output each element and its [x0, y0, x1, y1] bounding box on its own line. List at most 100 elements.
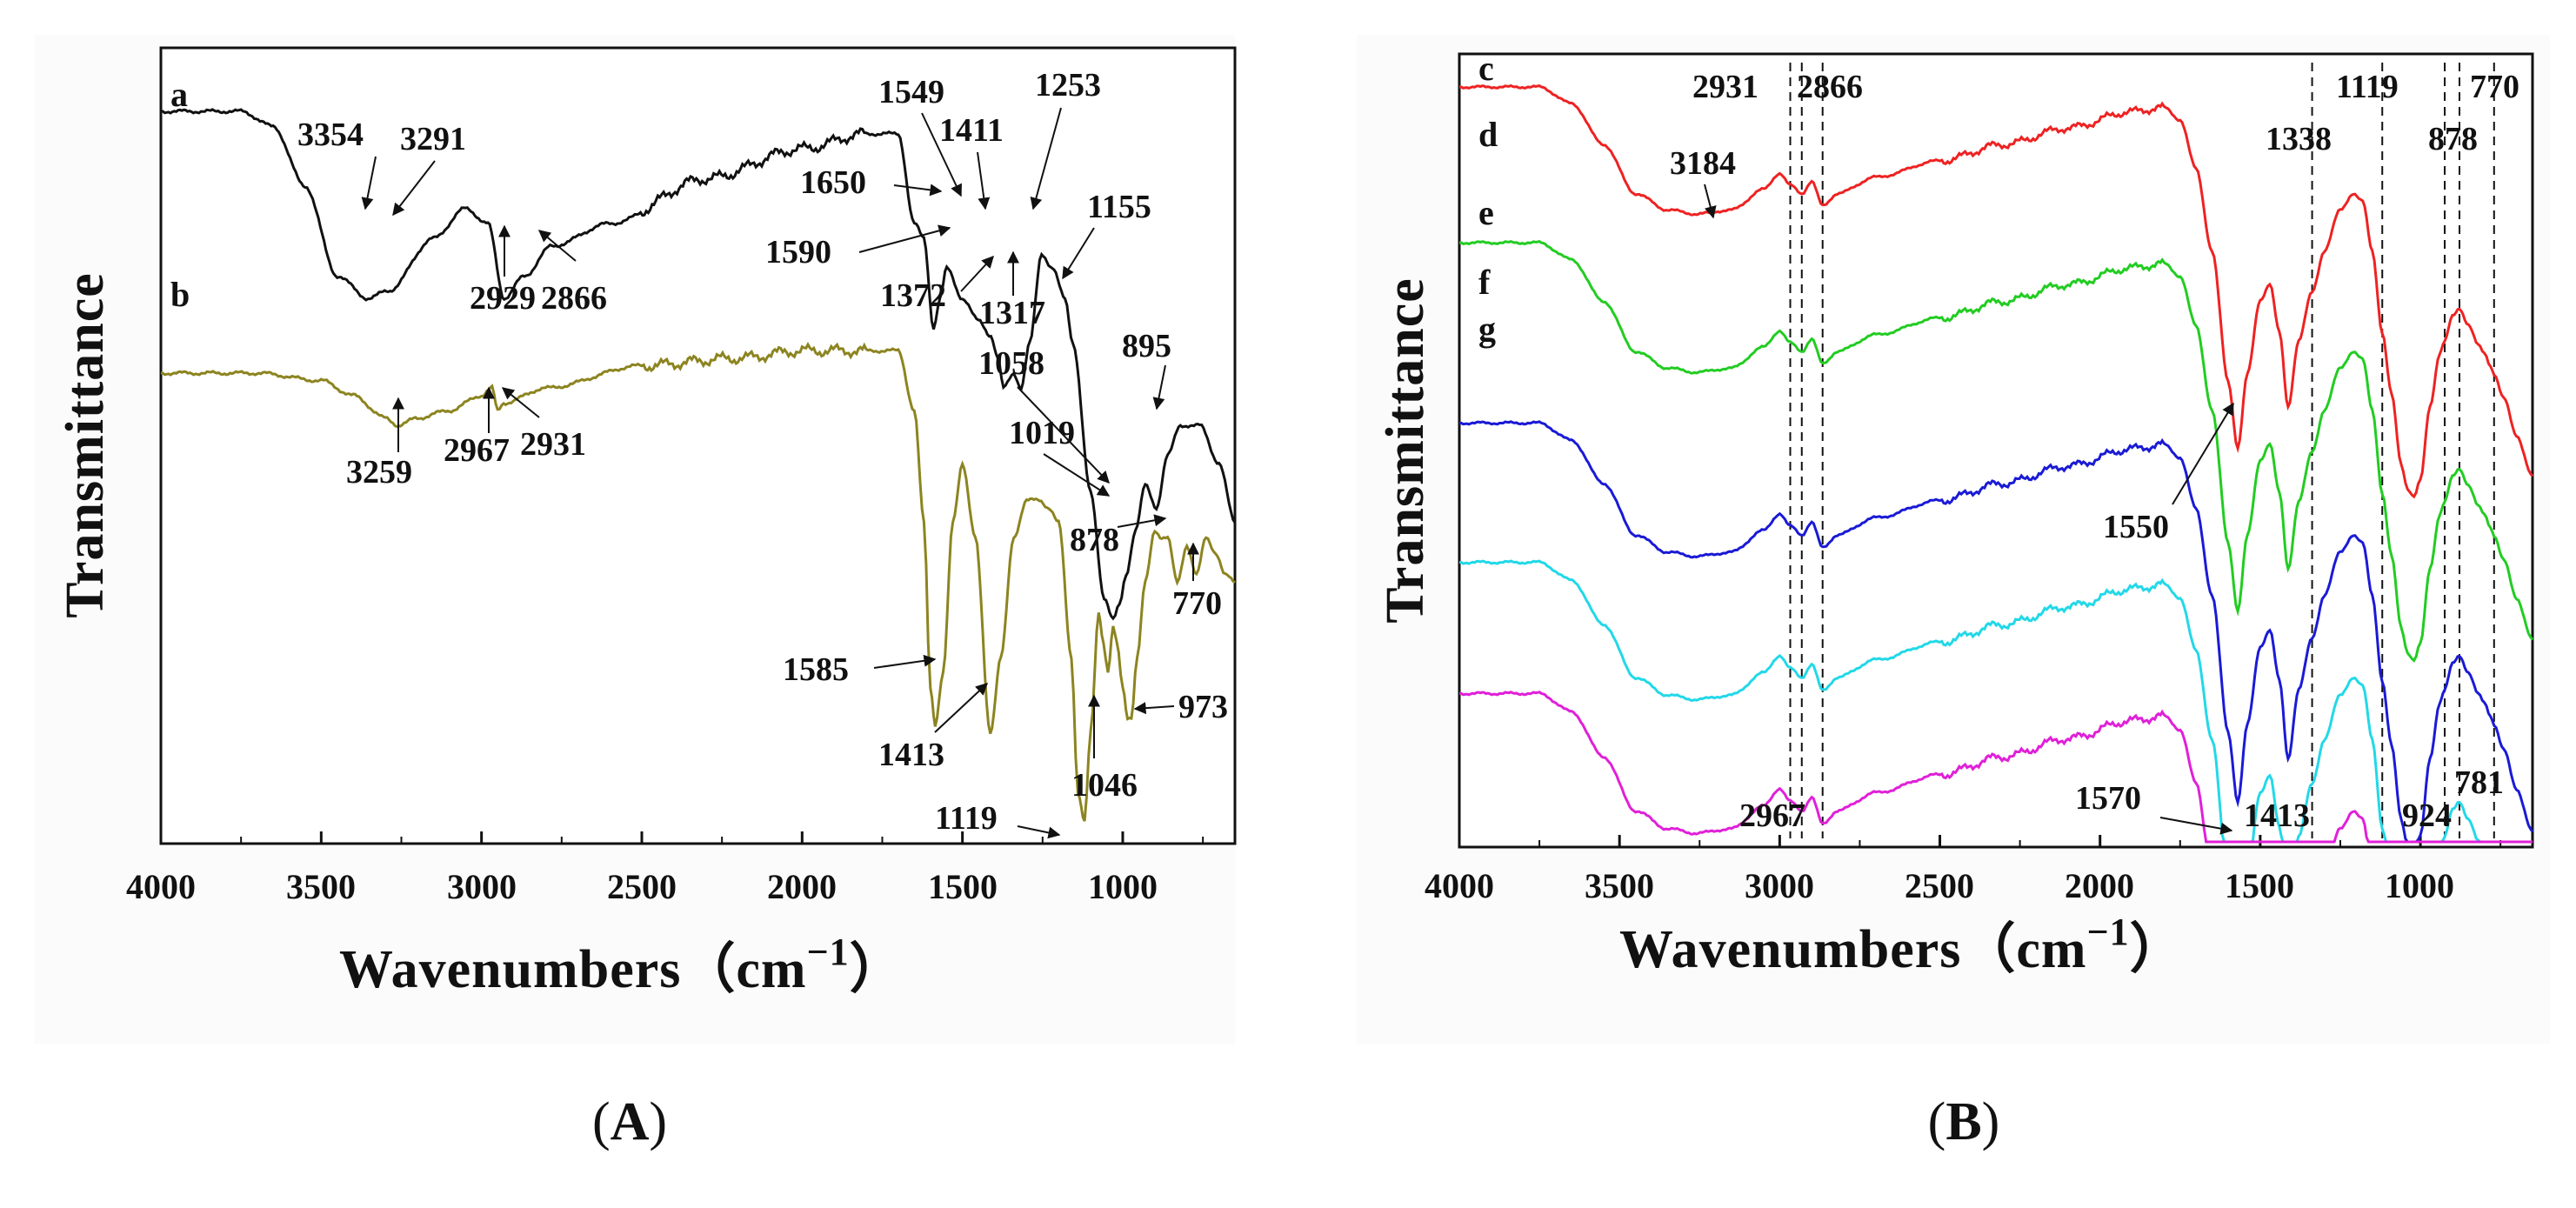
panel-a-x-tick-label: 2000 — [767, 867, 837, 906]
panel-b-x-tick-label: 1500 — [2225, 866, 2294, 905]
panel-b-x-axis-label-sup: −1 — [2087, 911, 2130, 953]
peak-arrow-2866 — [537, 230, 577, 262]
panel-b-plot-frame — [1458, 52, 2534, 849]
panel-a-label-close: ) — [649, 1092, 667, 1151]
curve-label-b: b — [170, 275, 190, 314]
panel-a-y-axis-label: Transmittance — [56, 272, 115, 618]
curve-label-g: g — [1478, 310, 1496, 349]
panel-b-x-tick-label: 4000 — [1425, 866, 1494, 905]
panel-a-curve-labels: a b — [170, 75, 190, 314]
peak-label-3184: 3184 — [1670, 145, 1736, 182]
peak-label-1372: 1372 — [880, 277, 946, 314]
peak-arrow-878 — [1117, 514, 1167, 528]
peak-label-924: 924 — [2402, 798, 2452, 834]
panel-a-series — [161, 108, 1237, 822]
peak-arrow-1155 — [1062, 227, 1095, 280]
peak-label-770: 770 — [2470, 69, 2519, 105]
peak-arrow-1590 — [858, 224, 951, 253]
peak-label-3259: 3259 — [346, 454, 412, 491]
peak-label-2967: 2967 — [1739, 798, 1805, 834]
peak-label-781: 781 — [2454, 764, 2504, 801]
peak-label-2931: 2931 — [520, 426, 586, 463]
panel-a-x-tick-label: 1000 — [1088, 867, 1158, 906]
peak-label-973: 973 — [1178, 689, 1228, 725]
panel-b-label-close: ) — [1982, 1092, 2000, 1151]
peak-label-2931: 2931 — [1692, 69, 1758, 105]
panel-b-curve-labels: c d e f g — [1478, 49, 1498, 349]
peak-label-1550: 1550 — [2103, 509, 2169, 545]
panel-b-x-axis-label-close: ） — [2130, 918, 2185, 979]
curve-label-c: c — [1478, 49, 1494, 88]
peak-label-895: 895 — [1122, 328, 1171, 364]
peak-label-878: 878 — [2428, 121, 2478, 157]
panel-b-x-tick-label: 2000 — [2065, 866, 2134, 905]
peak-arrow-1119 — [1017, 825, 1061, 839]
peak-arrow-1550 — [2172, 402, 2234, 505]
panel-a-x-axis-label-text: Wavenumbers（cm — [339, 938, 807, 999]
series-e-line — [1459, 420, 2534, 844]
peak-label-1046: 1046 — [1071, 767, 1138, 804]
panel-a-x-tick-label: 4000 — [126, 867, 196, 906]
peak-label-1413: 1413 — [2244, 798, 2310, 834]
panel-a-x-axis-label-close: ） — [850, 938, 904, 999]
panel-a-label: (A) — [592, 1092, 667, 1151]
peak-label-1058: 1058 — [978, 345, 1044, 382]
panel-b-x-axis — [1458, 835, 2502, 847]
series-a-line — [161, 108, 1237, 621]
peak-label-1119: 1119 — [935, 800, 998, 837]
panel-b-annotations: 2931 2866 3184 1119 770 1338 878 1550 29… — [1670, 69, 2519, 835]
peak-arrow-1253 — [1030, 107, 1062, 210]
peak-label-3291: 3291 — [400, 121, 466, 157]
peak-label-1411: 1411 — [939, 112, 1004, 149]
panel-b: 4000 3500 3000 2500 2000 1500 1000 Trans… — [1357, 35, 2550, 1151]
series-f-line — [1459, 559, 2533, 844]
panel-b-x-tick-label: 1000 — [2385, 866, 2454, 905]
series-g-line — [1459, 691, 2533, 844]
peak-arrow-3354 — [361, 156, 377, 210]
panel-a-x-axis-label-sup: −1 — [807, 931, 850, 973]
series-d-line — [1458, 239, 2534, 663]
panel-b-x-axis-label-text: Wavenumbers（cm — [1619, 918, 2087, 979]
peak-arrow-1549 — [921, 112, 962, 197]
peak-arrow-3291 — [392, 160, 436, 217]
panel-b-series — [1458, 83, 2534, 844]
curve-label-d: d — [1478, 115, 1498, 154]
peak-label-1317: 1317 — [979, 295, 1045, 331]
peak-arrow-1019 — [1043, 453, 1111, 497]
curve-label-e: e — [1478, 193, 1494, 232]
panel-a-x-axis — [159, 831, 1205, 844]
peak-arrow-1650 — [893, 184, 943, 197]
curve-label-f: f — [1478, 263, 1491, 302]
peak-label-1650: 1650 — [800, 164, 866, 201]
panel-b-x-tick-label: 3500 — [1585, 866, 1654, 905]
panel-a: 4000 3500 3000 2500 2000 1500 1000 Trans… — [35, 35, 1237, 1151]
peak-label-878: 878 — [1070, 522, 1119, 558]
peak-arrow-2931 — [501, 387, 540, 418]
peak-label-1119: 1119 — [2336, 69, 2399, 105]
peak-label-3354: 3354 — [297, 117, 364, 153]
panel-b-label: (B) — [1928, 1092, 2000, 1151]
peak-label-1155: 1155 — [1087, 189, 1151, 225]
peak-arrow-1411 — [977, 151, 991, 210]
peak-arrow-3184 — [1704, 184, 1717, 219]
panel-b-x-tick-labels: 4000 3500 3000 2500 2000 1500 1000 — [1425, 866, 2454, 905]
peak-arrow-1372 — [960, 255, 994, 292]
peak-label-1019: 1019 — [1009, 415, 1075, 451]
peak-label-1338: 1338 — [2266, 121, 2332, 157]
peak-label-1549: 1549 — [878, 74, 944, 110]
panel-a-x-tick-label: 1500 — [928, 867, 998, 906]
series-c-line — [1459, 83, 2534, 499]
peak-label-2866: 2866 — [541, 280, 607, 317]
peak-label-1413: 1413 — [878, 737, 944, 773]
panel-b-x-tick-label: 3000 — [1745, 866, 1814, 905]
peak-label-1570: 1570 — [2075, 780, 2141, 817]
peak-label-2967: 2967 — [444, 432, 510, 469]
panel-b-x-axis-label: Wavenumbers（cm−1） — [1619, 911, 2185, 979]
panel-a-x-tick-label: 2500 — [607, 867, 677, 906]
panel-b-y-axis-label: Transmittance — [1376, 277, 1435, 624]
panel-a-label-letter: A — [611, 1092, 650, 1151]
peak-label-1590: 1590 — [765, 234, 831, 270]
panel-b-x-tick-label: 2500 — [1905, 866, 1974, 905]
panel-a-label-open: ( — [592, 1092, 611, 1151]
